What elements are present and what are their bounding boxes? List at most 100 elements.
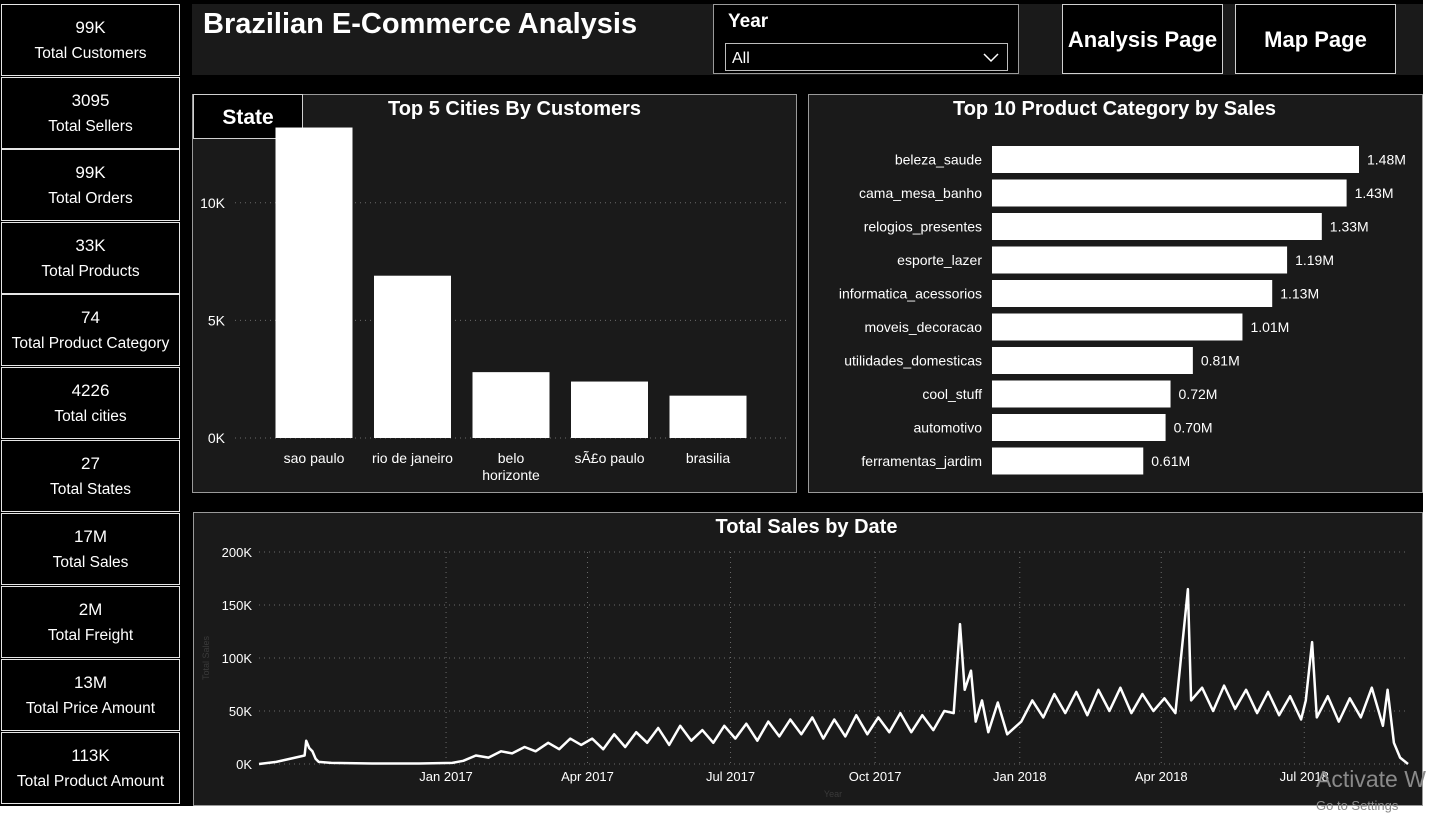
cities-bar-chart: 0K 5K 10K sao paulo rio de janeiro belo horizo… [192,94,797,493]
activate-windows-watermark: Activate W [1316,766,1426,793]
city-bar [276,128,353,438]
sales-line [259,589,1408,764]
kpi-label: Total Orders [2,190,179,208]
x-tick-label: Jul 2017 [706,769,755,784]
kpi-value: 99K [2,18,179,38]
kpi-card: 13M Total Price Amount [1,659,180,731]
category-label: beleza_saude [895,152,982,168]
kpi-value: 17M [2,527,179,547]
kpi-label: Total Customers [2,45,179,63]
category-label: utilidades_domesticas [844,353,982,369]
category-value-label: 0.70M [1174,420,1213,436]
category-value-label: 0.72M [1179,386,1218,402]
category-bar [992,280,1272,307]
category-bar [992,448,1143,475]
kpi-card: 4226 Total cities [1,367,180,439]
year-filter-label: Year [728,11,768,33]
category-label: ferramentas_jardim [861,453,982,469]
y-tick-label: 5K [208,312,226,328]
category-bar [992,146,1359,173]
category-value-label: 1.43M [1355,185,1394,201]
kpi-card: 2M Total Freight [1,586,180,658]
category-value-label: 1.48M [1367,152,1406,168]
y-tick-label: 50K [229,704,252,719]
category-bar-chart: beleza_saude 1.48M cama_mesa_banho 1.43M rel… [808,94,1423,493]
x-axis-title: Year [824,789,842,799]
category-bar [992,247,1287,274]
kpi-value: 113K [2,746,179,766]
kpi-card: 74 Total Product Category [1,294,180,366]
city-label: rio de janeiro [372,450,453,466]
category-label: informatica_acessorios [839,286,982,302]
sales-line-chart: 0K 50K 100K 150K 200K Jan 2017 Apr 2017 Jul 201… [193,512,1423,806]
category-value-label: 0.61M [1151,453,1190,469]
category-bar [992,347,1193,374]
y-tick-label: 10K [200,195,226,211]
kpi-value: 27 [2,454,179,474]
x-tick-label: Jan 2017 [419,769,473,784]
kpi-label: Total Sellers [2,118,179,136]
analysis-page-button[interactable]: Analysis Page [1062,4,1223,74]
kpi-value: 4226 [2,381,179,401]
kpi-card: 99K Total Customers [1,4,180,76]
kpi-card: 99K Total Orders [1,149,180,221]
map-page-button[interactable]: Map Page [1235,4,1396,74]
kpi-value: 74 [2,308,179,328]
city-bar [670,396,747,438]
year-dropdown[interactable]: All [725,43,1008,71]
kpi-label: Total Sales [2,554,179,572]
city-bar [374,276,451,438]
kpi-card: 33K Total Products [1,222,180,294]
kpi-label: Total Freight [2,627,179,645]
kpi-card: 27 Total States [1,440,180,512]
category-label: esporte_lazer [897,252,982,268]
x-tick-label: Apr 2017 [561,769,614,784]
kpi-card: 3095 Total Sellers [1,77,180,149]
category-bar [992,180,1347,207]
category-value-label: 1.13M [1280,286,1319,302]
category-value-label: 0.81M [1201,353,1240,369]
y-tick-label: 200K [222,545,253,560]
category-bar [992,314,1242,341]
category-label: cama_mesa_banho [859,185,982,201]
category-value-label: 1.19M [1295,252,1334,268]
city-bar [473,372,550,438]
city-label: brasilia [686,450,731,466]
city-label: belo horizonte [482,450,540,483]
x-tick-label: Oct 2017 [849,769,902,784]
y-tick-label: 0K [208,430,226,446]
kpi-value: 2M [2,600,179,620]
kpi-label: Total cities [2,408,179,426]
kpi-value: 33K [2,236,179,256]
city-label: sao paulo [284,450,345,466]
kpi-card: 113K Total Product Amount [1,732,180,804]
category-label: cool_stuff [922,386,982,402]
category-label: relogios_presentes [864,219,982,235]
category-label: automotivo [914,420,983,436]
year-filter: Year All [713,4,1019,74]
activate-windows-settings-text: Go to Settings [1316,798,1398,813]
category-label: moveis_decoracao [864,319,982,335]
kpi-value: 99K [2,163,179,183]
y-tick-label: 100K [222,651,253,666]
x-tick-label: Apr 2018 [1135,769,1188,784]
kpi-value: 3095 [2,91,179,111]
x-tick-label: Jan 2018 [993,769,1047,784]
page-title: Brazilian E-Commerce Analysis [203,8,637,41]
y-axis-title: Total Sales [201,635,211,680]
category-bar [992,213,1322,240]
y-tick-label: 150K [222,598,253,613]
kpi-label: Total Product Category [2,335,179,353]
category-value-label: 1.01M [1250,319,1289,335]
category-value-label: 1.33M [1330,219,1369,235]
y-tick-label: 0K [236,757,252,772]
kpi-value: 13M [2,673,179,693]
kpi-label: Total Products [2,263,179,281]
kpi-label: Total Product Amount [2,773,179,791]
kpi-label: Total Price Amount [2,700,179,718]
city-bar [571,382,648,438]
year-dropdown-value: All [732,50,750,68]
chevron-down-icon [983,50,999,64]
kpi-card: 17M Total Sales [1,513,180,585]
kpi-label: Total States [2,481,179,499]
